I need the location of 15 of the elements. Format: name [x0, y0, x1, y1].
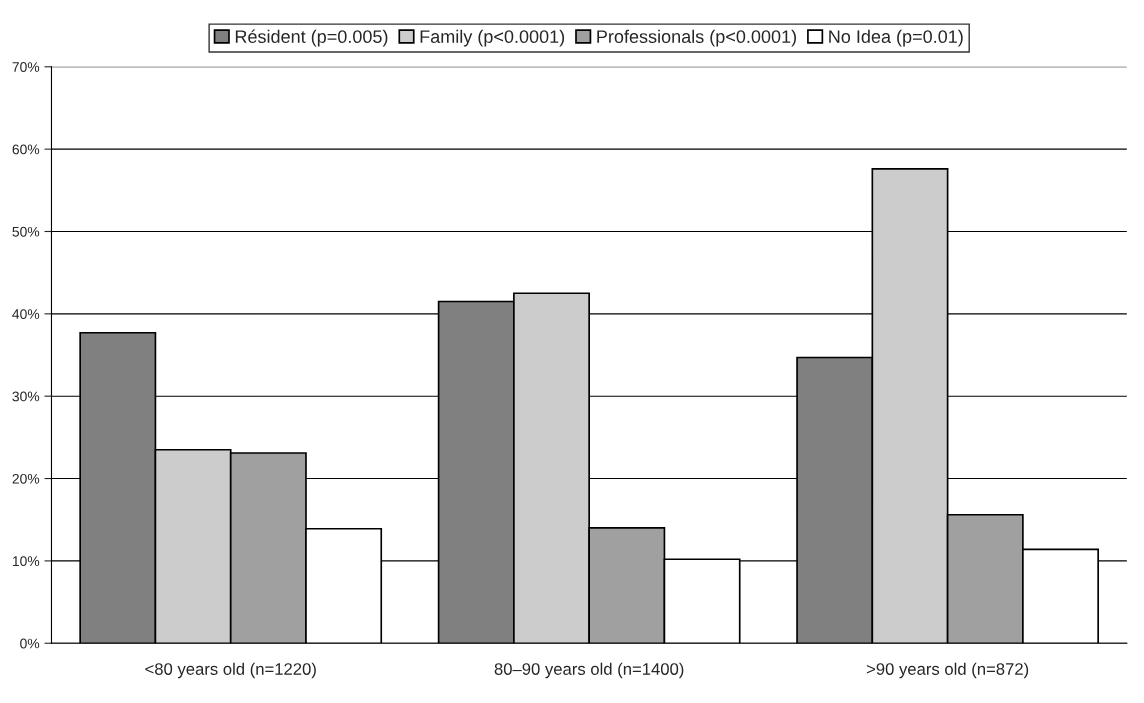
y-tick-label: 30% [12, 391, 40, 402]
y-tick-label: 10% [12, 556, 40, 567]
legend-label: Professionals (p<0.0001) [597, 29, 796, 47]
x-tick-label: >90 years old (n=872) [866, 662, 1029, 679]
legend-label: Résident (p=0.005) [235, 29, 388, 47]
legend-label: Family (p<0.0001) [420, 29, 565, 47]
y-tick-label: 70% [12, 62, 40, 72]
x-tick-label: <80 years old (n=1220) [145, 662, 316, 679]
y-tick-label: 20% [12, 473, 40, 484]
y-tick-label: 60% [12, 144, 40, 155]
y-tick-label: 50% [12, 226, 40, 237]
legend-label: No Idea (p=0.01) [829, 29, 963, 47]
x-tick-label: 80–90 years old (n=1400) [494, 662, 684, 679]
y-tick-label: 0% [20, 638, 40, 649]
y-tick-label: 40% [12, 309, 40, 320]
